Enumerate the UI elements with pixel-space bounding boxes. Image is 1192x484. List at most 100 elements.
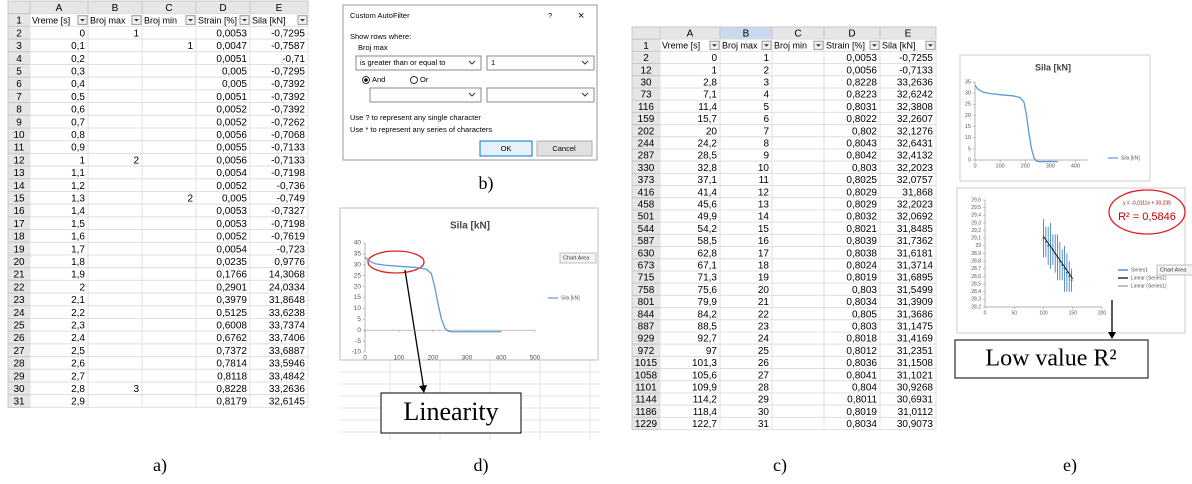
row-number: 202 bbox=[638, 126, 655, 137]
cell-value: 30,9268 bbox=[897, 383, 934, 394]
x-tick-label: 0 bbox=[984, 310, 987, 316]
cell-value: 1 bbox=[763, 53, 769, 64]
row-number: 5 bbox=[16, 66, 22, 77]
cell-value: -0,7068 bbox=[271, 130, 305, 141]
cell-value: 0 bbox=[711, 53, 717, 64]
cell bbox=[142, 65, 196, 78]
cell bbox=[88, 242, 142, 255]
cell-value: 0,8024 bbox=[846, 261, 877, 272]
cell-value: 2,1 bbox=[71, 295, 85, 306]
row-number: 30 bbox=[13, 384, 25, 395]
cell-value: 19 bbox=[758, 273, 770, 284]
cell bbox=[772, 405, 824, 417]
cell-value: 0 bbox=[79, 28, 85, 39]
cell-value: 0,8043 bbox=[846, 139, 877, 150]
cell-value: -0,7392 bbox=[271, 105, 305, 116]
cell-value: -0,7327 bbox=[271, 206, 305, 217]
cell-value: 31,7362 bbox=[897, 236, 934, 247]
y-tick-label: 29,6 bbox=[971, 197, 981, 203]
cell bbox=[772, 259, 824, 271]
panel-label: a) bbox=[153, 455, 167, 476]
sheet-corner bbox=[8, 1, 30, 14]
cell-value: 88,5 bbox=[698, 322, 718, 333]
cell-value: 0,0056 bbox=[216, 130, 247, 141]
x-tick-label: 300 bbox=[462, 355, 473, 362]
cell bbox=[88, 166, 142, 179]
y-tick-label: 35 bbox=[354, 251, 362, 258]
cell-value: 0,0052 bbox=[216, 105, 247, 116]
cell bbox=[772, 100, 824, 112]
cell-value: 101,3 bbox=[692, 358, 717, 369]
radio-or[interactable] bbox=[411, 77, 418, 84]
cell-value: 54,2 bbox=[698, 224, 718, 235]
y-tick-label: 28,5 bbox=[971, 281, 981, 287]
cell-value: -0,7133 bbox=[899, 65, 933, 76]
x-tick-label: 400 bbox=[496, 355, 507, 362]
row-number: 1144 bbox=[635, 395, 657, 406]
cell-value: 0,2901 bbox=[216, 282, 247, 293]
cell-value: 31,8648 bbox=[269, 295, 306, 306]
cell bbox=[88, 77, 142, 90]
cell-value: 0,3979 bbox=[216, 295, 247, 306]
panel-label: c) bbox=[773, 455, 787, 476]
cell-value: 0,8011 bbox=[847, 395, 877, 406]
cell-value: 32,3808 bbox=[897, 102, 934, 113]
cell bbox=[88, 128, 142, 141]
row-number: 23 bbox=[13, 295, 25, 306]
cell-value: 0,8025 bbox=[846, 175, 877, 186]
radio-label: And bbox=[372, 75, 385, 84]
close-button[interactable]: × bbox=[578, 10, 584, 22]
cell-value: 49,9 bbox=[698, 212, 718, 223]
cell-value: 122,7 bbox=[692, 419, 717, 430]
y-tick-label: 29,4 bbox=[971, 213, 981, 219]
header-cell: Sila [kN] bbox=[252, 15, 286, 25]
hint: Use * to represent any series of charact… bbox=[350, 125, 492, 134]
row-number: 587 bbox=[638, 236, 655, 247]
cell-value: -0,7198 bbox=[271, 168, 305, 179]
cell-value: 0,803 bbox=[852, 163, 877, 174]
row-number: 972 bbox=[638, 346, 655, 357]
y-tick-label: 29,1 bbox=[971, 236, 981, 242]
autofilter-dialog: Custom AutoFilter ? × Show rows where: B… bbox=[343, 5, 597, 160]
panel-label: d) bbox=[474, 455, 489, 476]
y-tick-label: 28,9 bbox=[971, 251, 981, 257]
cell-value: 0,0235 bbox=[216, 257, 247, 268]
cell-value: 0,8223 bbox=[846, 90, 877, 101]
cell-value: 32,6431 bbox=[897, 139, 934, 150]
x-tick-label: 300 bbox=[1046, 163, 1055, 169]
column-letter: E bbox=[905, 29, 912, 40]
cell bbox=[772, 234, 824, 246]
row-number: 24 bbox=[13, 308, 25, 319]
cell bbox=[88, 179, 142, 192]
cell-value: 20 bbox=[758, 285, 770, 296]
row-number: 19 bbox=[13, 244, 25, 255]
x-tick-label: 100 bbox=[394, 355, 405, 362]
y-tick-label: -10 bbox=[352, 349, 362, 356]
cell bbox=[772, 344, 824, 356]
cell bbox=[142, 153, 196, 166]
row-number: 2 bbox=[16, 28, 22, 39]
help-button[interactable]: ? bbox=[548, 11, 552, 20]
arrowhead bbox=[419, 385, 427, 393]
row-number: 12 bbox=[640, 65, 652, 76]
cell-value: 0,5125 bbox=[216, 308, 247, 319]
cell-value: 114,2 bbox=[693, 395, 718, 406]
cell bbox=[772, 356, 824, 368]
cell bbox=[142, 26, 196, 39]
cell-value: -0,71 bbox=[282, 54, 305, 65]
cell-value: 31,1475 bbox=[897, 322, 934, 333]
operator-select[interactable] bbox=[370, 88, 481, 102]
header-cell: Vreme [s] bbox=[662, 41, 700, 51]
cell-value: 32,0692 bbox=[897, 212, 934, 223]
y-tick-label: 5 bbox=[357, 316, 361, 323]
cell bbox=[772, 137, 824, 149]
operand-input[interactable] bbox=[487, 88, 594, 102]
cell-value: 0,0054 bbox=[216, 168, 247, 179]
cell-value: 22 bbox=[758, 309, 770, 320]
cell bbox=[142, 103, 196, 116]
operand-input[interactable] bbox=[487, 56, 594, 70]
cell bbox=[142, 344, 196, 357]
row-number: 18 bbox=[13, 232, 25, 243]
point bbox=[1071, 279, 1073, 281]
cell bbox=[772, 283, 824, 295]
